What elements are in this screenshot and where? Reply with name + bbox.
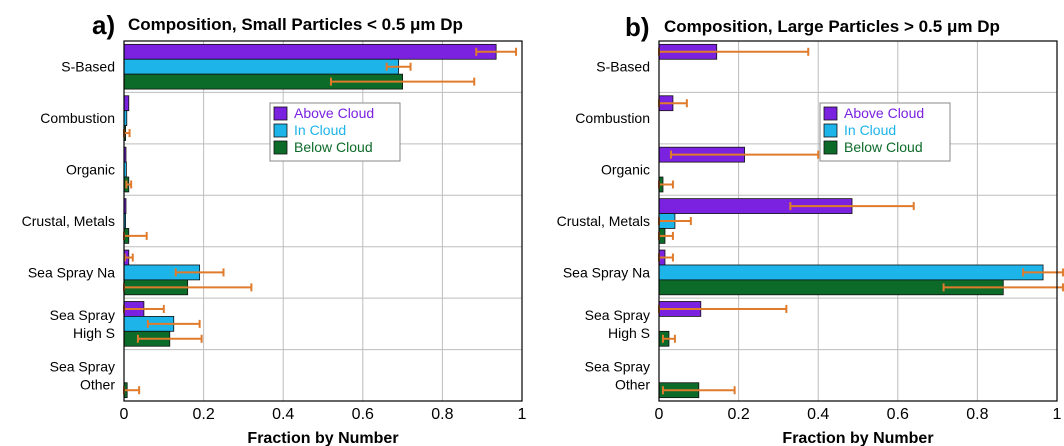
category-label: Organic — [66, 162, 115, 178]
x-tick-label: 0 — [655, 406, 664, 423]
x-tick-label: 0.4 — [807, 406, 829, 423]
x-tick-label: 0 — [120, 406, 129, 423]
plot-area — [659, 41, 1057, 401]
x-tick-label: 0.8 — [966, 406, 988, 423]
legend-swatch — [823, 106, 838, 121]
x-tick-label: 0.8 — [431, 406, 453, 423]
category-label: Crustal, Metals — [557, 213, 650, 229]
category-label: S-Based — [596, 59, 650, 75]
bar — [123, 58, 400, 75]
category-label: Sea Spray Other — [50, 358, 116, 392]
category-label: Sea Spray Na — [28, 264, 115, 280]
x-axis-label: Fraction by Number — [782, 430, 933, 446]
legend-swatch — [823, 123, 838, 138]
legend-swatch — [273, 140, 288, 155]
legend-label: In Cloud — [844, 122, 896, 138]
x-tick-label: 1 — [1053, 406, 1062, 423]
legend-label: Above Cloud — [294, 105, 374, 121]
x-tick-label: 0.4 — [272, 406, 294, 423]
plot-area — [124, 41, 522, 401]
bar — [123, 95, 130, 112]
legend-swatch — [823, 140, 838, 155]
x-axis-label: Fraction by Number — [247, 430, 398, 446]
category-label: Crustal, Metals — [22, 213, 115, 229]
panel-a: S-Based Combustion Organic Crustal, Metals S… — [22, 10, 527, 446]
panel-letter: a) — [92, 10, 115, 40]
category-label: Organic — [601, 162, 650, 178]
legend-box — [819, 102, 951, 162]
legend-label: In Cloud — [294, 122, 346, 138]
category-label: Combustion — [575, 110, 650, 126]
legend-swatch — [273, 123, 288, 138]
bar — [123, 43, 497, 60]
x-tick-label: 0.2 — [192, 406, 214, 423]
category-label: Sea Spray Na — [563, 264, 650, 280]
plot-frame — [123, 40, 523, 402]
chart-title: Composition, Small Particles < 0.5 μm Dp — [128, 15, 463, 34]
bar — [658, 264, 1044, 281]
category-label: S-Based — [61, 59, 115, 75]
legend-box — [269, 102, 401, 162]
panel-letter: b) — [625, 12, 650, 42]
plot-frame — [658, 40, 1058, 402]
category-label: Sea Spray High S — [50, 307, 115, 341]
panel-b: S-Based Combustion Organic Crustal, Metals S… — [557, 12, 1064, 446]
legend-swatch — [273, 106, 288, 121]
category-label: Sea Spray High S — [585, 307, 650, 341]
category-label: Sea Spray Other — [585, 358, 651, 392]
chart-title: Composition, Large Particles > 0.5 μm Dp — [664, 17, 1000, 36]
category-label: Combustion — [40, 110, 115, 126]
legend-label: Below Cloud — [844, 139, 923, 155]
legend-label: Below Cloud — [294, 139, 373, 155]
x-tick-label: 1 — [518, 406, 527, 423]
x-tick-label: 0.2 — [727, 406, 749, 423]
legend-label: Above Cloud — [844, 105, 924, 121]
x-tick-label: 0.6 — [887, 406, 909, 423]
x-tick-label: 0.6 — [352, 406, 374, 423]
